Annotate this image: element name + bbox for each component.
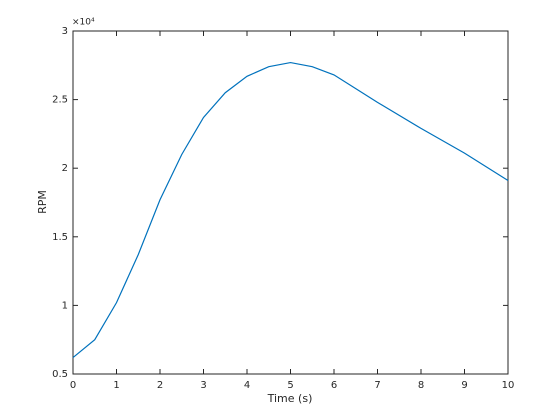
x-tick-label: 10 bbox=[502, 380, 515, 391]
y-tick-label: 0.5 bbox=[52, 369, 68, 380]
y-tick-label: 2 bbox=[62, 163, 68, 174]
x-tick-label: 1 bbox=[113, 380, 119, 391]
x-tick-label: 0 bbox=[70, 380, 76, 391]
x-tick-label: 3 bbox=[200, 380, 206, 391]
y-tick-label: 1.5 bbox=[52, 232, 68, 243]
y-tick-label: 1 bbox=[62, 300, 68, 311]
x-axis-label: Time (s) bbox=[267, 392, 313, 405]
y-tick-label: 3 bbox=[62, 26, 68, 37]
y-exponent: ×10⁴ bbox=[72, 18, 95, 28]
x-tick-label: 5 bbox=[287, 380, 293, 391]
x-tick-label: 6 bbox=[331, 380, 337, 391]
y-tick-label: 2.5 bbox=[52, 95, 68, 106]
x-tick-label: 7 bbox=[374, 380, 380, 391]
x-tick-label: 4 bbox=[244, 380, 250, 391]
x-tick-label: 9 bbox=[461, 380, 467, 391]
x-tick-label: 8 bbox=[418, 380, 424, 391]
x-tick-label: 2 bbox=[157, 380, 163, 391]
y-axis-label: RPM bbox=[36, 190, 49, 214]
axes-box bbox=[72, 30, 509, 375]
line-series bbox=[72, 61, 509, 358]
